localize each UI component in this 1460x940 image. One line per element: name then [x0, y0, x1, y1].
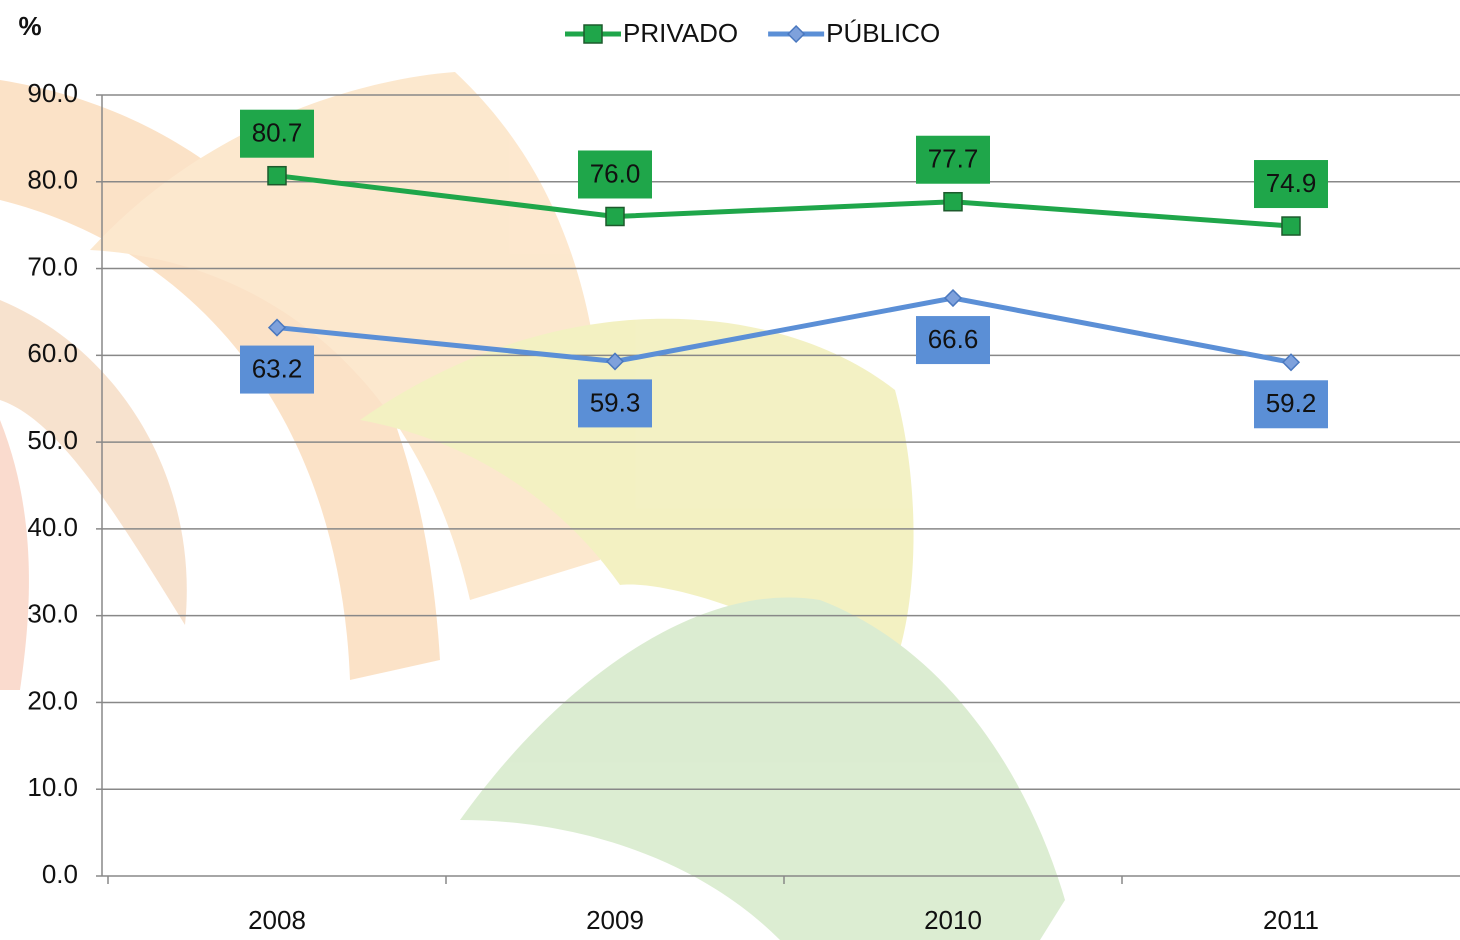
legend-label: PRIVADO [623, 18, 738, 48]
background-shape [460, 597, 1065, 940]
marker [606, 207, 624, 225]
marker [1282, 217, 1300, 235]
x-tick-label: 2008 [248, 905, 306, 935]
background-shape [0, 420, 29, 690]
data-label: 66.6 [928, 324, 979, 354]
data-label: 76.0 [590, 158, 641, 188]
legend-label: PÚBLICO [826, 18, 940, 48]
y-tick-label: 80.0 [27, 165, 78, 195]
marker [584, 25, 602, 43]
y-tick-label: 50.0 [27, 425, 78, 455]
marker [268, 167, 286, 185]
y-tick-label: 30.0 [27, 599, 78, 629]
marker [945, 290, 961, 306]
data-label: 74.9 [1266, 168, 1317, 198]
x-tick-label: 2009 [586, 905, 644, 935]
data-label: 59.2 [1266, 388, 1317, 418]
y-tick-label: 20.0 [27, 685, 78, 715]
data-label: 63.2 [252, 353, 303, 383]
data-label: 59.3 [590, 387, 641, 417]
marker [944, 193, 962, 211]
chart: % 0.0 10.0 20.0 30.0 40.0 50.0 60.0 70.0 80.0 90.… [0, 0, 1460, 940]
y-tick-label: 70.0 [27, 251, 78, 281]
data-label: 77.7 [928, 144, 979, 174]
x-tick-label: 2010 [924, 905, 982, 935]
data-label: 80.7 [252, 118, 303, 148]
y-tick-label: 10.0 [27, 772, 78, 802]
marker [788, 26, 804, 42]
y-tick-label: 60.0 [27, 338, 78, 368]
y-tick-label: 40.0 [27, 512, 78, 542]
y-axis-label: % [18, 11, 41, 41]
y-tick-label: 90.0 [27, 78, 78, 108]
y-tick-label: 0.0 [42, 859, 78, 889]
x-tick-label: 2011 [1263, 905, 1319, 935]
marker [1283, 354, 1299, 370]
